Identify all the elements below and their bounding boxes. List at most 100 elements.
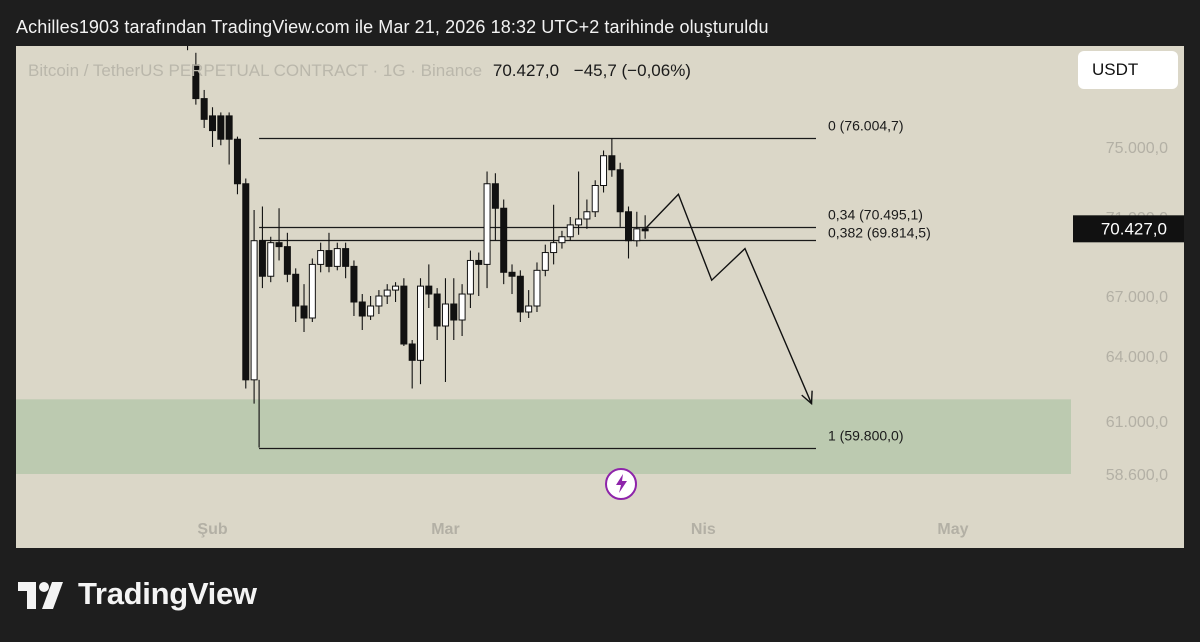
candle-body-down <box>475 259 483 265</box>
candle-body-down <box>217 115 225 140</box>
candle <box>550 204 558 265</box>
candle-body-down <box>408 343 416 361</box>
candle <box>417 278 424 385</box>
candle <box>558 230 566 249</box>
candle-body-up <box>566 224 574 238</box>
candle-body-down <box>508 271 516 277</box>
fib-level-label: 0,34 (70.495,1) <box>828 207 923 223</box>
candle-body-up <box>541 252 549 271</box>
candle-body-down <box>641 228 649 232</box>
tradingview-logo[interactable]: TradingView <box>16 576 257 612</box>
candle <box>358 294 366 330</box>
candle <box>400 278 408 346</box>
candle <box>491 173 499 241</box>
candle <box>225 112 233 165</box>
candle <box>600 150 608 193</box>
candle <box>367 296 375 320</box>
lightning-event-button[interactable] <box>605 468 637 500</box>
candle <box>583 199 591 229</box>
candle <box>625 206 632 259</box>
candle-body-down <box>258 240 266 277</box>
candle-body-up <box>317 250 325 265</box>
candle <box>591 180 599 217</box>
candle-body-down <box>233 138 241 185</box>
candle-body-down <box>516 275 524 313</box>
projection-path <box>644 192 813 404</box>
time-tick-label: Nis <box>691 521 716 538</box>
candle-body-down <box>625 211 632 242</box>
price-chart[interactable]: 0 (76.004,7) 0,34 (70.495,1) 0,382 (69.814… <box>16 46 1184 548</box>
candle <box>250 210 258 404</box>
symbol-info: Bitcoin / TetherUS PERPETUAL CONTRACT · … <box>28 61 691 81</box>
candle-body-up <box>417 285 424 361</box>
symbol-last-price: 70.427,0 <box>492 61 560 80</box>
candle-body-up <box>441 303 449 327</box>
candle <box>342 242 350 279</box>
demand-zone <box>16 399 1071 474</box>
candle-body-down <box>350 265 358 303</box>
fib-level-label: 0,382 (69.814,5) <box>828 225 931 241</box>
time-tick-label: Şub <box>197 521 227 538</box>
candle-body-up <box>333 248 341 267</box>
candle-body-up <box>575 218 583 226</box>
candle <box>392 282 400 302</box>
candle-body-up <box>392 285 400 291</box>
candle <box>258 206 266 289</box>
candle <box>458 284 466 336</box>
candle-body-down <box>608 155 616 171</box>
candle <box>242 178 250 389</box>
candle-body-up <box>483 183 491 265</box>
candle-body-up <box>458 293 466 321</box>
last-price-label: 70.427,0 <box>1101 219 1167 238</box>
candle-body-down <box>242 183 250 381</box>
candle <box>383 284 391 304</box>
tradingview-logo-icon <box>18 582 63 609</box>
projection-arrowhead <box>801 390 813 406</box>
candle-body-down <box>433 293 441 327</box>
price-tick-label: 58.600,0 <box>1106 467 1168 484</box>
candle-body-up <box>633 228 641 242</box>
candle-body-up <box>267 242 275 277</box>
time-tick-label: Mar <box>431 521 459 538</box>
candle <box>616 162 624 227</box>
candle-body-down <box>200 98 208 120</box>
chart-caption: Achilles1903 tarafından TradingView.com … <box>16 17 769 37</box>
candle-body-down <box>342 248 350 267</box>
candle-body-down <box>192 64 200 100</box>
candle-body-up <box>550 242 558 254</box>
candle <box>425 264 433 308</box>
candle-body-down <box>358 301 366 317</box>
candle <box>217 112 225 146</box>
price-tick-label: 64.000,0 <box>1106 349 1168 366</box>
candle-body-up <box>533 269 541 307</box>
candle <box>575 171 583 235</box>
candle-body-up <box>250 240 258 381</box>
candle-body-down <box>491 183 499 209</box>
price-tick-label: 67.000,0 <box>1106 289 1168 306</box>
candle-body-down <box>300 305 308 319</box>
candle <box>525 290 533 318</box>
fib-level-label: 1 (59.800,0) <box>828 428 904 444</box>
candle <box>233 136 241 195</box>
candle <box>192 52 200 105</box>
candle-body-down <box>500 207 508 273</box>
candle <box>633 211 641 247</box>
tradingview-brand: TradingView <box>78 576 257 611</box>
candle <box>209 107 216 147</box>
candle-body-up <box>375 295 383 307</box>
price-tick-label: 61.000,0 <box>1106 414 1168 431</box>
candle <box>541 244 549 277</box>
candle-body-up <box>558 236 566 244</box>
candle <box>267 236 275 283</box>
candle-body-up <box>466 259 474 295</box>
candle-body-down <box>400 285 408 345</box>
candle <box>441 278 449 382</box>
candle <box>300 284 308 332</box>
candle-body-down <box>450 303 458 321</box>
candle <box>283 232 291 283</box>
chart-panel[interactable]: 0 (76.004,7) 0,34 (70.495,1) 0,382 (69.814… <box>16 46 1184 548</box>
candle <box>292 268 300 322</box>
fib-level-label: 0 (76.004,7) <box>828 118 904 134</box>
candle <box>433 288 441 340</box>
currency-button[interactable]: USDT <box>1078 51 1178 89</box>
